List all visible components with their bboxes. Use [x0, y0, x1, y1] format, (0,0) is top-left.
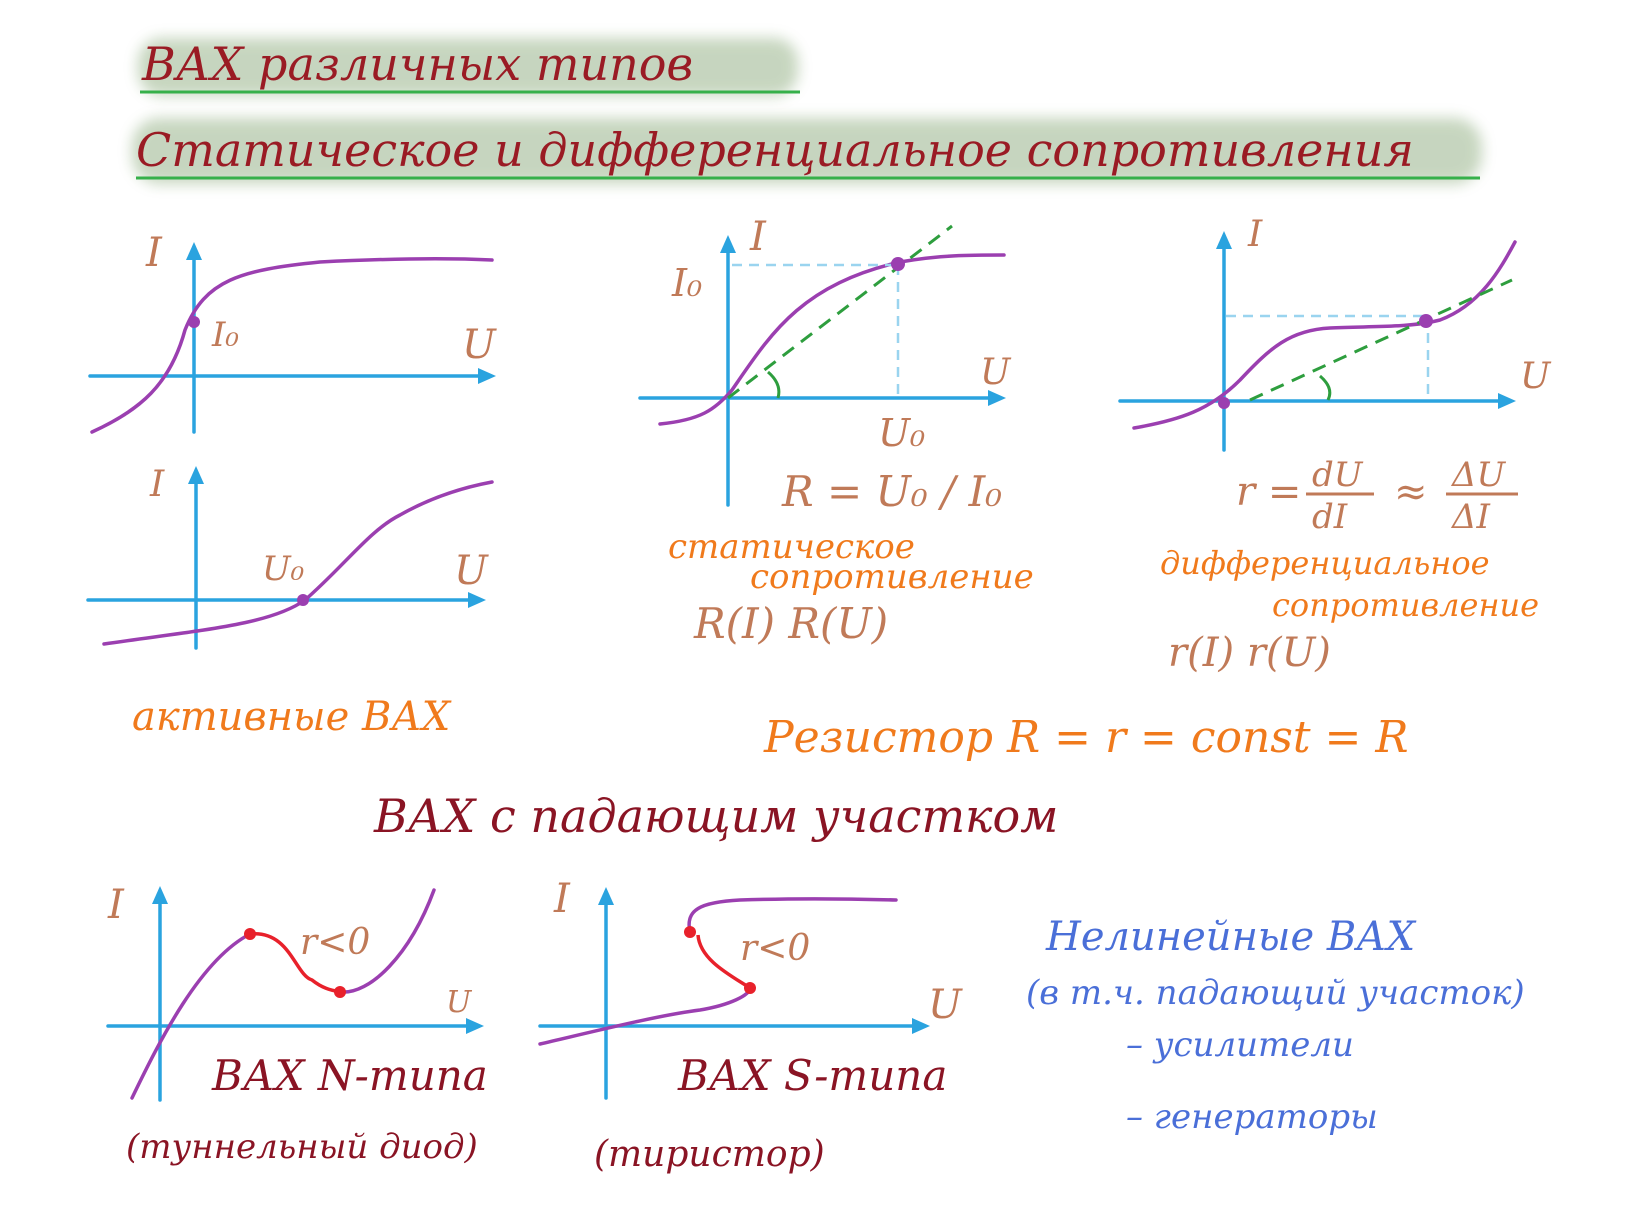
formula-num-1: dU: [1312, 455, 1364, 495]
active-graph-1: I U I₀: [88, 230, 497, 434]
nonlinear-heading: Нелинейные ВАХ: [1045, 914, 1417, 960]
u-axis-label: U: [980, 352, 1012, 393]
i-axis-label: I: [1247, 214, 1263, 255]
static-dependencies: R(I) R(U): [693, 599, 888, 648]
s-type-graph: I U r<0: [538, 876, 963, 1100]
u-axis-arrow: [988, 390, 1006, 406]
u-axis-label: U: [1520, 356, 1552, 397]
valley-point: [334, 986, 346, 998]
formula-den-2: ΔI: [1450, 497, 1491, 537]
iv-curve-rising: [130, 932, 252, 1100]
s-type-example: (тиристор): [594, 1134, 825, 1175]
iv-curve-negative-segment: [249, 932, 341, 994]
iv-curve: [90, 256, 494, 434]
i-axis-label: I: [749, 214, 767, 260]
upper-turn-point: [684, 926, 696, 938]
static-caption-line-2: сопротивление: [750, 557, 1034, 597]
differential-resistance-graph: I U: [1118, 214, 1552, 452]
iv-curve-rising-again: [338, 888, 436, 994]
static-resistance-graph: I U I₀ U₀: [638, 214, 1012, 507]
formula-den-1: dI: [1312, 497, 1348, 537]
u-axis-label: U: [454, 548, 489, 594]
title-block: ВАХ различных типов Статическое и диффер…: [132, 37, 1482, 184]
i-axis-arrow: [720, 235, 736, 253]
active-vax-caption: активные ВАХ: [132, 694, 452, 740]
formula-approx: ≈: [1394, 469, 1428, 515]
i-axis-label: I: [107, 882, 125, 928]
nonlinear-use-amplifiers: – усилители: [1126, 1025, 1354, 1065]
iv-curve: [1132, 240, 1517, 430]
iv-curve-negative-segment: [696, 934, 751, 990]
differential-caption-line-1: дифференциальное: [1160, 544, 1490, 582]
s-condition: r<0: [740, 928, 810, 969]
title-line-2: Статическое и дифференциальное сопротивл…: [136, 123, 1414, 177]
differential-dependencies: r(I) r(U): [1168, 630, 1331, 676]
static-caption-line-1: статическое: [668, 527, 915, 567]
n-type-example: (туннельный диод): [126, 1127, 478, 1167]
formula-num-2: ΔU: [1450, 455, 1507, 495]
i-axis-label: I: [553, 876, 571, 922]
i-axis-label: I: [145, 230, 163, 276]
u-axis-arrow: [912, 1018, 930, 1034]
n-type-graph: I U r<0: [106, 882, 484, 1102]
operating-point: [891, 257, 905, 271]
u-axis-arrow: [468, 592, 486, 608]
operating-point: [297, 594, 309, 606]
angle-arc: [1318, 374, 1332, 401]
u-axis-arrow: [478, 368, 496, 384]
u-axis-label: U: [462, 322, 497, 368]
n-condition: r<0: [300, 922, 370, 963]
u-axis-label: U: [928, 982, 963, 1028]
differential-caption-line-2: сопротивление: [1272, 586, 1539, 624]
peak-point: [244, 928, 256, 940]
voltage-label-u0: U₀: [878, 411, 925, 455]
lower-turn-point: [744, 982, 756, 994]
iv-curve-upper: [687, 897, 898, 934]
negative-section-heading: ВАХ с падающим участком: [373, 789, 1058, 843]
differential-formula: r = dU dI ≈ ΔU ΔI: [1236, 455, 1518, 537]
nonlinear-subheading: (в т.ч. падающий участок): [1026, 973, 1525, 1013]
point-label-u0: U₀: [262, 549, 305, 589]
i-axis-arrow: [186, 242, 202, 260]
operating-point: [1419, 314, 1433, 328]
i-axis-arrow: [188, 466, 204, 484]
active-graph-2: I U U₀: [86, 464, 494, 650]
tangent-line: [1249, 278, 1513, 402]
u-axis-arrow: [466, 1018, 484, 1034]
operating-point: [188, 316, 200, 328]
s-type-caption: ВАХ S-типа: [677, 1051, 947, 1100]
nonlinear-use-generators: – генераторы: [1126, 1097, 1378, 1137]
current-label-i0: I₀: [671, 261, 702, 305]
i-axis-arrow: [152, 886, 168, 904]
i-axis-arrow: [598, 887, 614, 905]
n-type-caption: ВАХ N-типа: [211, 1051, 488, 1100]
iv-curve: [102, 480, 494, 646]
origin-point: [1218, 397, 1230, 409]
angle-arc: [766, 370, 781, 399]
point-label-i0: I₀: [211, 315, 239, 355]
u-axis-arrow: [1498, 393, 1516, 409]
i-axis-arrow: [1216, 231, 1232, 249]
title-line-1: ВАХ различных типов: [141, 37, 693, 91]
static-resistance-formula: R = U₀ / I₀: [781, 467, 1002, 516]
u-axis-label: U: [446, 985, 473, 1020]
i-axis-label: I: [149, 464, 165, 505]
iv-curve-lower: [538, 986, 752, 1046]
formula-lhs: r =: [1236, 469, 1301, 515]
resistor-note: Резистор R = r = const = R: [763, 712, 1409, 763]
iv-curve: [658, 253, 1006, 426]
secant-line: [727, 224, 953, 400]
